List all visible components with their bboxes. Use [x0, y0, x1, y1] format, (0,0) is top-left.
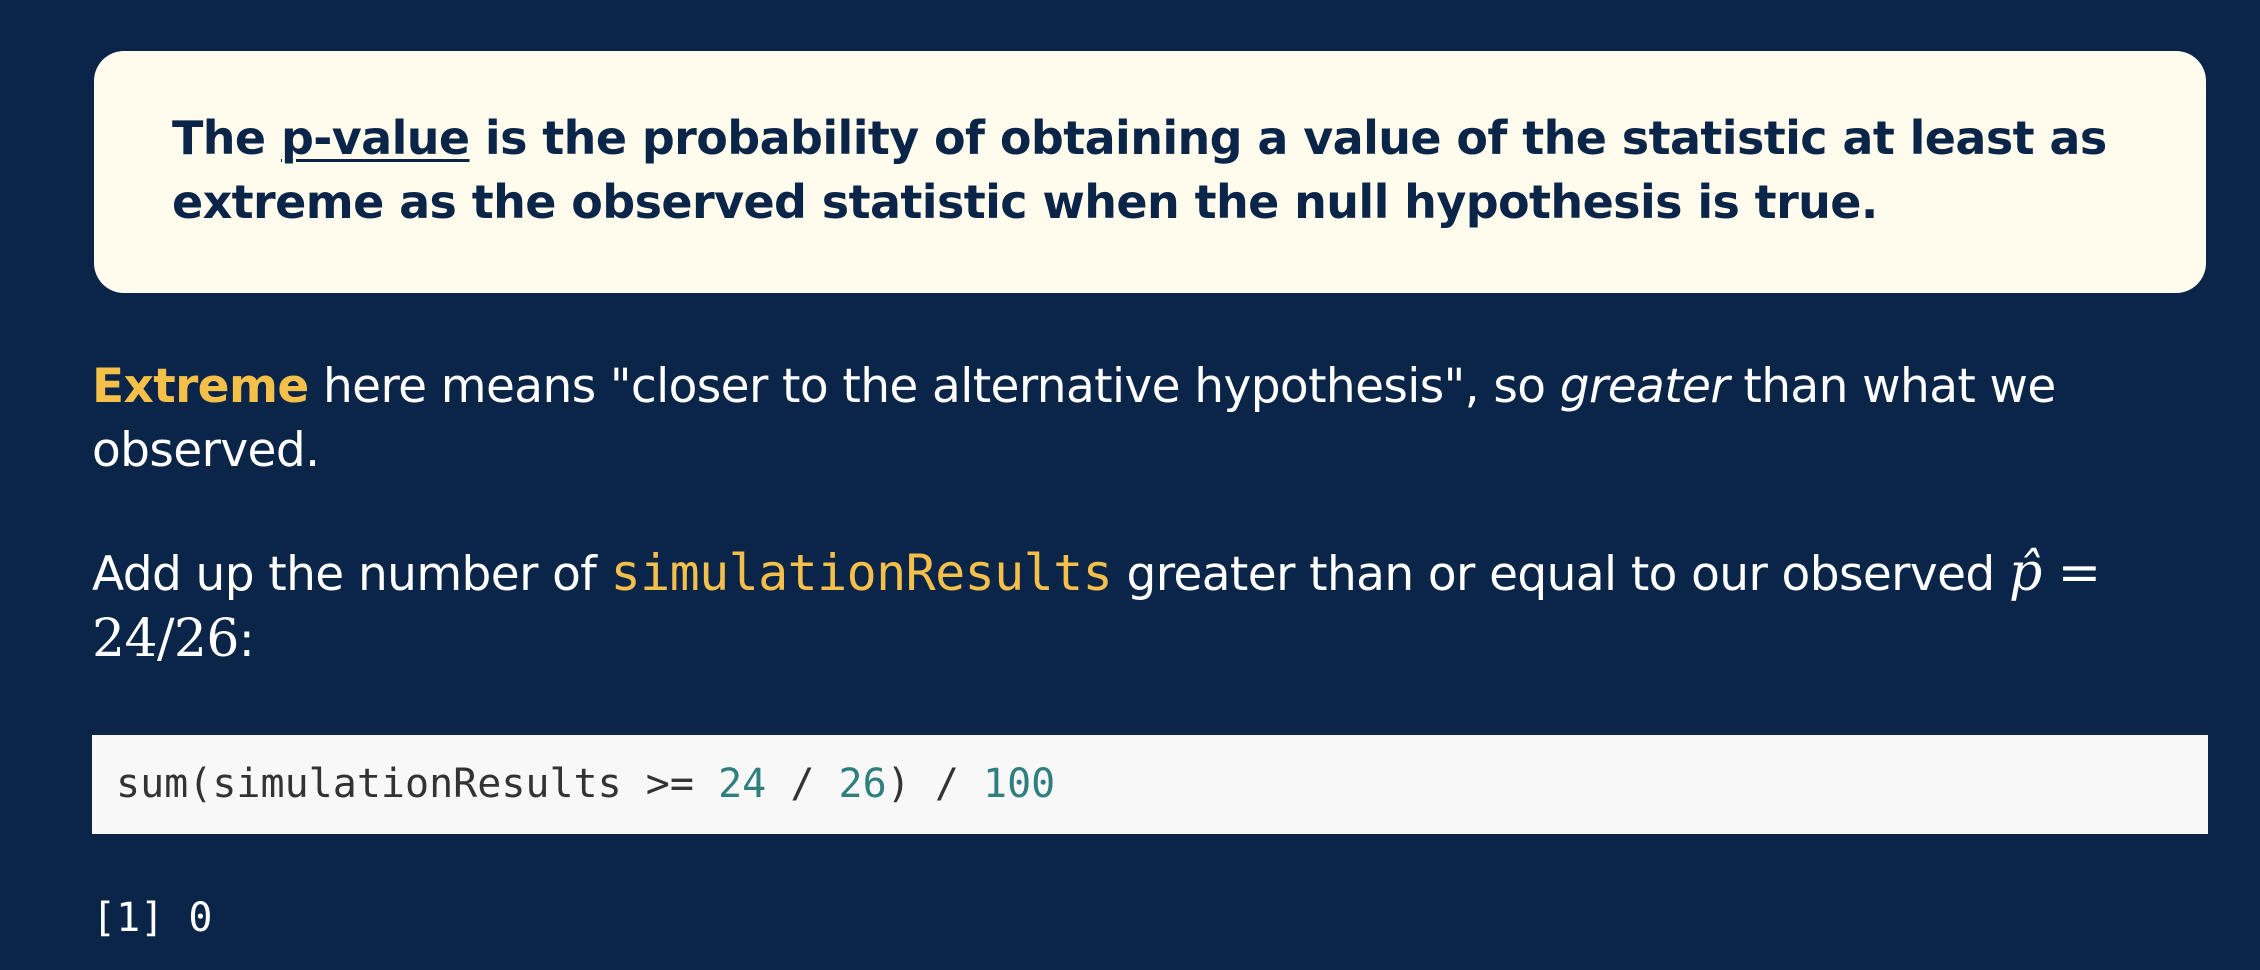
extreme-text-1: here means "closer to the alternative hy…	[308, 359, 1560, 414]
extreme-paragraph: Extreme here means "closer to the altern…	[92, 355, 2202, 483]
code-part-1: sum(simulationResults >=	[116, 761, 719, 807]
math-p-hat-equation: p̂ = 24/26	[92, 543, 2101, 669]
add-text-2: greater than or equal to our observed	[1112, 547, 2009, 602]
extreme-text-2: than what we observed.	[92, 359, 2056, 478]
code-output: [1] 0	[92, 895, 213, 941]
code-number-24: 24	[718, 761, 767, 807]
code-number-100: 100	[982, 761, 1056, 807]
extreme-keyword: Extreme	[92, 359, 309, 414]
definition-body: is the probability of obtaining a value …	[172, 111, 2107, 229]
math-ratio: = 24/26	[92, 543, 2101, 669]
add-text-1: Add up the number of	[92, 547, 611, 602]
add-trailing-colon: :	[238, 613, 255, 668]
definition-prefix: The	[172, 111, 281, 165]
math-p-hat: p̂	[2008, 543, 2042, 603]
code-part-3: ) /	[886, 761, 983, 807]
code-block: sum(simulationResults >= 24 / 26) / 100	[92, 735, 2208, 834]
code-part-2: /	[766, 761, 839, 807]
code-number-26: 26	[838, 761, 887, 807]
greater-emphasis: greater	[1559, 359, 1730, 414]
definition-box: The p-value is the probability of obtain…	[94, 51, 2206, 293]
inline-code-simulation-results: simulationResults	[610, 544, 1113, 602]
add-up-paragraph: Add up the number of simulationResults g…	[92, 541, 2202, 673]
p-value-term: p-value	[280, 111, 470, 165]
definition-text: The p-value is the probability of obtain…	[172, 106, 2136, 234]
